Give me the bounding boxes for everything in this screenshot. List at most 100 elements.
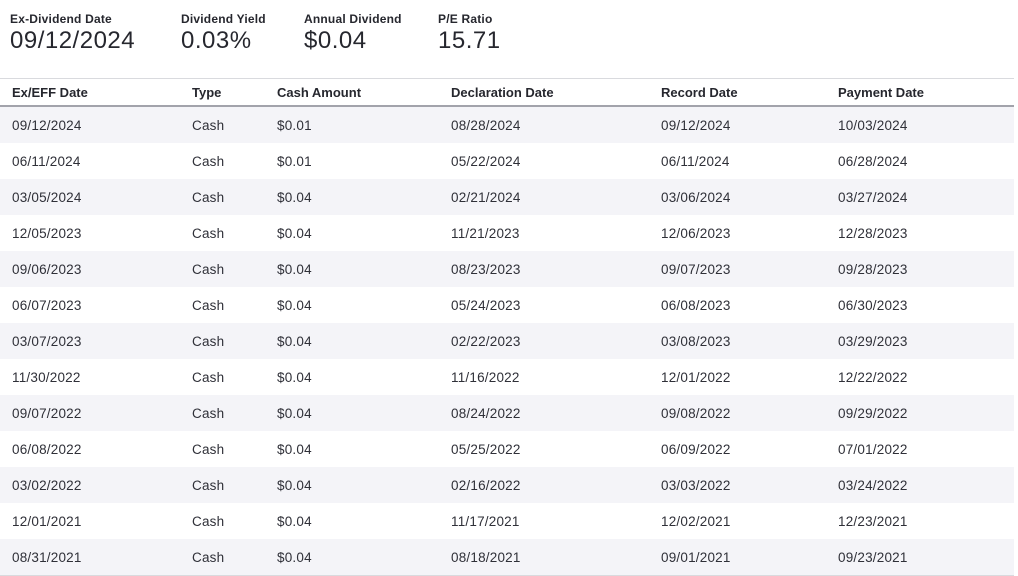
cell-ex-eff-date: 08/31/2021 <box>12 549 82 565</box>
cell-payment-date: 03/27/2024 <box>838 189 908 205</box>
cell-record-date: 12/01/2022 <box>661 369 731 385</box>
stat-label: P/E Ratio <box>438 12 493 26</box>
cell-type: Cash <box>192 333 225 349</box>
cell-declaration-date: 11/16/2022 <box>451 369 520 385</box>
cell-type: Cash <box>192 477 225 493</box>
table-row: 12/01/2021 Cash $0.04 11/17/2021 12/02/2021 1… <box>0 503 1014 539</box>
cell-type: Cash <box>192 549 225 565</box>
stat-pe-ratio: P/E Ratio 15.71 <box>438 12 501 54</box>
cell-declaration-date: 08/24/2022 <box>451 405 521 421</box>
dividend-summary: Ex-Dividend Date 09/12/2024 Dividend Yie… <box>0 0 1018 54</box>
table-row: 09/12/2024 Cash $0.01 08/28/2024 09/12/2024 1… <box>0 107 1014 143</box>
cell-cash-amount: $0.04 <box>277 441 312 457</box>
cell-ex-eff-date: 12/01/2021 <box>12 513 82 529</box>
cell-payment-date: 12/23/2021 <box>838 513 908 529</box>
cell-payment-date: 10/03/2024 <box>838 117 908 133</box>
table-row: 03/05/2024 Cash $0.04 02/21/2024 03/06/2024 0… <box>0 179 1014 215</box>
cell-record-date: 12/02/2021 <box>661 513 731 529</box>
cell-type: Cash <box>192 153 225 169</box>
cell-payment-date: 03/29/2023 <box>838 333 908 349</box>
cell-cash-amount: $0.04 <box>277 189 312 205</box>
stat-ex-dividend-date: Ex-Dividend Date 09/12/2024 <box>10 12 181 54</box>
cell-type: Cash <box>192 189 225 205</box>
cell-payment-date: 07/01/2022 <box>838 441 908 457</box>
cell-type: Cash <box>192 513 225 529</box>
table-row: 03/02/2022 Cash $0.04 02/16/2022 03/03/2022 0… <box>0 467 1014 503</box>
stat-label: Dividend Yield <box>181 12 266 26</box>
table-row: 06/08/2022 Cash $0.04 05/25/2022 06/09/2022 0… <box>0 431 1014 467</box>
cell-declaration-date: 05/22/2024 <box>451 153 521 169</box>
cell-ex-eff-date: 12/05/2023 <box>12 225 82 241</box>
cell-cash-amount: $0.04 <box>277 261 312 277</box>
cell-ex-eff-date: 06/07/2023 <box>12 297 82 313</box>
cell-cash-amount: $0.04 <box>277 225 312 241</box>
cell-ex-eff-date: 11/30/2022 <box>12 369 81 385</box>
cell-record-date: 12/06/2023 <box>661 225 731 241</box>
cell-payment-date: 06/30/2023 <box>838 297 908 313</box>
cell-declaration-date: 11/21/2023 <box>451 225 520 241</box>
cell-declaration-date: 02/21/2024 <box>451 189 521 205</box>
cell-cash-amount: $0.04 <box>277 477 312 493</box>
stat-value: 09/12/2024 <box>10 27 136 54</box>
cell-ex-eff-date: 09/06/2023 <box>12 261 82 277</box>
cell-declaration-date: 08/28/2024 <box>451 117 521 133</box>
stat-dividend-yield: Dividend Yield 0.03% <box>181 12 304 54</box>
cell-declaration-date: 11/17/2021 <box>451 513 520 529</box>
cell-record-date: 03/03/2022 <box>661 477 731 493</box>
table-row: 08/31/2021 Cash $0.04 08/18/2021 09/01/2021 0… <box>0 539 1014 575</box>
cell-ex-eff-date: 06/08/2022 <box>12 441 82 457</box>
column-header-cash-amount: Cash Amount <box>277 84 362 100</box>
cell-ex-eff-date: 09/12/2024 <box>12 117 82 133</box>
cell-payment-date: 12/22/2022 <box>838 369 908 385</box>
cell-type: Cash <box>192 117 225 133</box>
table-row: 03/07/2023 Cash $0.04 02/22/2023 03/08/2023 0… <box>0 323 1014 359</box>
cell-record-date: 06/08/2023 <box>661 297 731 313</box>
cell-cash-amount: $0.04 <box>277 513 312 529</box>
cell-declaration-date: 05/25/2022 <box>451 441 521 457</box>
stat-value: 15.71 <box>438 27 501 54</box>
cell-payment-date: 09/29/2022 <box>838 405 908 421</box>
stat-annual-dividend: Annual Dividend $0.04 <box>304 12 438 54</box>
cell-type: Cash <box>192 441 225 457</box>
cell-record-date: 03/08/2023 <box>661 333 731 349</box>
column-header-declaration-date: Declaration Date <box>451 84 554 100</box>
column-header-payment-date: Payment Date <box>838 84 924 100</box>
cell-ex-eff-date: 03/05/2024 <box>12 189 82 205</box>
cell-ex-eff-date: 06/11/2024 <box>12 153 81 169</box>
cell-declaration-date: 08/23/2023 <box>451 261 521 277</box>
cell-cash-amount: $0.04 <box>277 549 312 565</box>
cell-record-date: 09/12/2024 <box>661 117 731 133</box>
cell-record-date: 09/01/2021 <box>661 549 731 565</box>
cell-type: Cash <box>192 369 225 385</box>
cell-payment-date: 09/23/2021 <box>838 549 908 565</box>
cell-declaration-date: 05/24/2023 <box>451 297 521 313</box>
table-row: 09/07/2022 Cash $0.04 08/24/2022 09/08/2022 0… <box>0 395 1014 431</box>
cell-record-date: 06/11/2024 <box>661 153 730 169</box>
cell-record-date: 06/09/2022 <box>661 441 731 457</box>
cell-record-date: 03/06/2024 <box>661 189 731 205</box>
table-header-row: Ex/EFF Date Type Cash Amount Declaration… <box>0 79 1014 107</box>
table-row: 12/05/2023 Cash $0.04 11/21/2023 12/06/2023 1… <box>0 215 1014 251</box>
column-header-ex-eff-date: Ex/EFF Date <box>12 84 88 100</box>
cell-cash-amount: $0.01 <box>277 153 312 169</box>
cell-payment-date: 06/28/2024 <box>838 153 908 169</box>
stat-value: 0.03% <box>181 27 252 54</box>
cell-cash-amount: $0.04 <box>277 369 312 385</box>
cell-type: Cash <box>192 225 225 241</box>
column-header-record-date: Record Date <box>661 84 738 100</box>
cell-type: Cash <box>192 405 225 421</box>
cell-cash-amount: $0.04 <box>277 297 312 313</box>
stat-label: Ex-Dividend Date <box>10 12 112 26</box>
stat-label: Annual Dividend <box>304 12 402 26</box>
cell-cash-amount: $0.04 <box>277 333 312 349</box>
table-row: 06/11/2024 Cash $0.01 05/22/2024 06/11/2024 0… <box>0 143 1014 179</box>
cell-record-date: 09/08/2022 <box>661 405 731 421</box>
cell-cash-amount: $0.01 <box>277 117 312 133</box>
cell-ex-eff-date: 03/07/2023 <box>12 333 82 349</box>
column-header-type: Type <box>192 84 222 100</box>
dividend-history-table: Ex/EFF Date Type Cash Amount Declaration… <box>0 78 1014 576</box>
cell-payment-date: 12/28/2023 <box>838 225 908 241</box>
cell-ex-eff-date: 09/07/2022 <box>12 405 82 421</box>
cell-payment-date: 03/24/2022 <box>838 477 908 493</box>
